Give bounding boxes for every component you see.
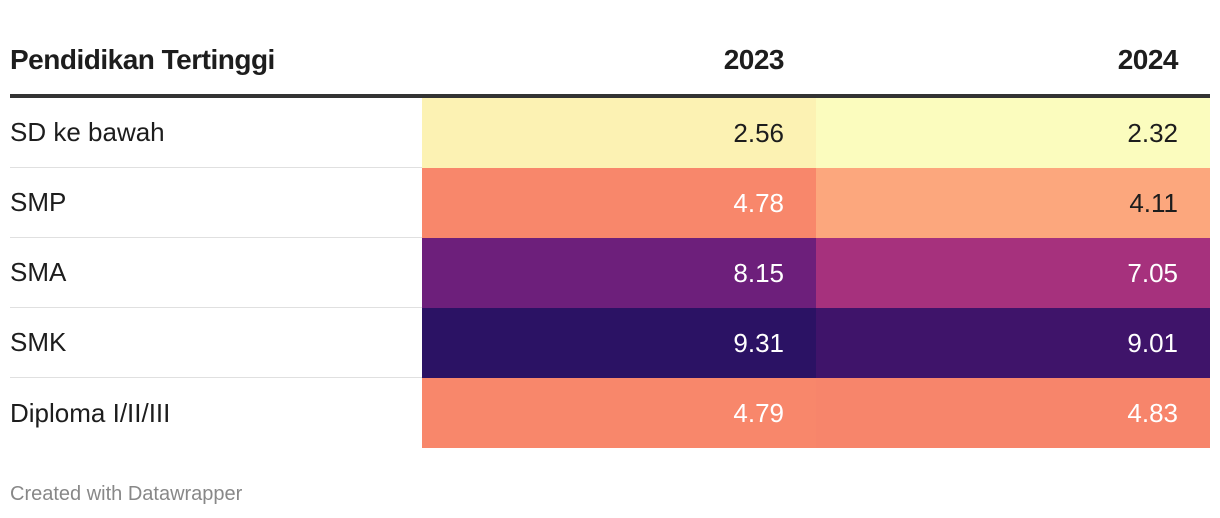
heatmap-cell-2024: 2.32 [816,98,1210,168]
row-label: SMA [10,238,422,308]
heatmap-cell-2023: 2.56 [422,98,816,168]
heatmap-cell-2024: 4.11 [816,168,1210,238]
heatmap-cell-2024: 4.83 [816,378,1210,448]
row-label: SMP [10,168,422,238]
header-label[interactable]: Pendidikan Tertinggi [10,43,275,75]
row-label: Diploma I/II/III [10,397,171,428]
heatmap-cell-2023: 8.15 [422,238,816,308]
header-year-2023[interactable]: 2023 [723,43,785,75]
heatmap-cell-2024: 9.01 [816,308,1210,378]
heatmap-cell-2023: 9.31 [422,308,816,378]
heatmap-cell-2023: 4.78 [422,168,816,238]
datawrapper-credit[interactable]: Created with Datawrapper [10,483,243,505]
table-row: SMK 9.31 9.01 [10,308,1210,378]
table-header: Pendidikan Tertinggi 2023 2024 [10,25,1210,98]
heatmap-cell-2023: 4.79 [422,378,816,448]
table-row: SMP 4.78 4.11 [10,168,1210,238]
heatmap-cell-2024: 7.05 [816,238,1210,308]
row-label: SMK [10,308,422,378]
table-row: SMA 8.15 7.05 [10,238,1210,308]
table-body: SD ke bawah 2.56 2.32 SMP 4.78 4.11 SMA 8.15 7.0… [10,98,1210,448]
data-table: Pendidikan Tertinggi 2023 2024 SD ke baw… [10,25,1210,448]
row-label: SD ke bawah [10,98,422,168]
table-row: Diploma I/II/III 4.79 4.83 [10,378,1210,448]
header-year-2024[interactable]: 2024 [1117,43,1179,75]
table-row: SD ke bawah 2.56 2.32 [10,98,1210,168]
